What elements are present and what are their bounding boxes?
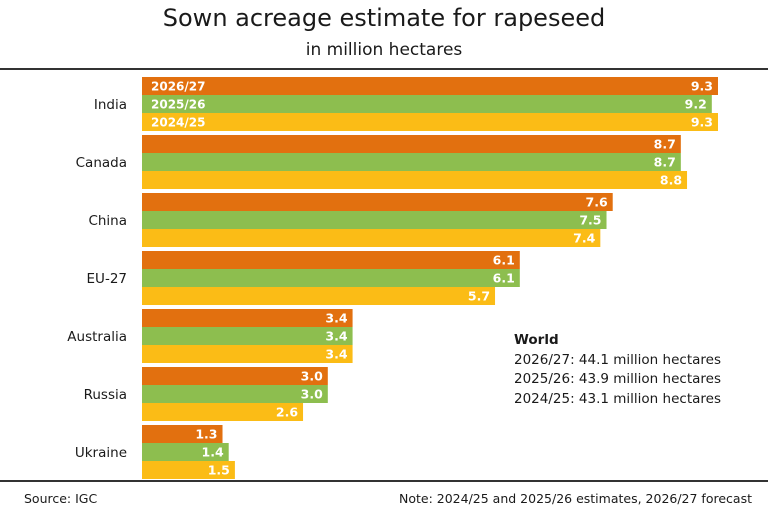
bar xyxy=(142,77,718,95)
data-label: 6.1 xyxy=(493,271,515,286)
bar xyxy=(142,443,229,461)
data-label: 8.7 xyxy=(654,155,676,170)
category-label: Russia xyxy=(84,387,127,403)
footnote: Note: 2024/25 and 2025/26 estimates, 202… xyxy=(399,491,752,506)
source-note: Source: IGC xyxy=(24,491,98,506)
category-label: Ukraine xyxy=(75,445,127,461)
data-label: 1.5 xyxy=(208,463,230,478)
bar xyxy=(142,211,607,229)
bar xyxy=(142,251,520,269)
chart-title: Sown acreage estimate for rapeseed xyxy=(162,4,606,32)
data-label: 2.6 xyxy=(276,405,298,420)
world-totals: World 2026/27: 44.1 million hectares 202… xyxy=(514,331,721,409)
category-label: China xyxy=(88,213,127,229)
bar xyxy=(142,135,681,153)
chart-subtitle: in million hectares xyxy=(305,40,463,60)
data-label: 9.2 xyxy=(685,97,707,112)
category-label: Australia xyxy=(67,329,127,345)
bar xyxy=(142,229,601,247)
data-label: 7.5 xyxy=(579,213,601,228)
data-label: 7.6 xyxy=(586,195,608,210)
data-label: 5.7 xyxy=(468,289,490,304)
data-label: 6.1 xyxy=(493,253,515,268)
category-label: India xyxy=(94,97,127,113)
bar xyxy=(142,309,353,327)
data-label: 8.7 xyxy=(654,137,676,152)
data-label: 9.3 xyxy=(691,115,713,130)
data-label: 3.0 xyxy=(301,369,323,384)
bar xyxy=(142,153,681,171)
world-heading: World xyxy=(514,332,559,348)
legend-label: 2025/26 xyxy=(151,98,205,112)
category-label: Canada xyxy=(76,155,127,171)
bar xyxy=(142,385,328,403)
world-line: 2025/26: 43.9 million hectares xyxy=(514,371,721,387)
top-rule xyxy=(0,68,768,70)
data-label: 3.4 xyxy=(325,311,347,326)
world-line: 2026/27: 44.1 million hectares xyxy=(514,351,721,368)
bar xyxy=(142,461,235,479)
data-label: 3.4 xyxy=(325,329,347,344)
data-label: 9.3 xyxy=(691,79,713,94)
bar xyxy=(142,95,712,113)
data-label: 7.4 xyxy=(573,231,595,246)
bar xyxy=(142,367,328,385)
bar xyxy=(142,113,718,131)
bar xyxy=(142,171,688,189)
bar xyxy=(142,327,353,345)
data-label: 1.3 xyxy=(195,427,217,442)
bottom-rule xyxy=(0,480,768,482)
world-line: 2024/25: 43.1 million hectares xyxy=(514,390,721,407)
data-label: 1.4 xyxy=(202,445,224,460)
data-label: 3.4 xyxy=(325,347,347,362)
bar xyxy=(142,269,520,287)
bar xyxy=(142,193,613,211)
bar xyxy=(142,403,304,421)
legend-label: 2024/25 xyxy=(151,116,205,130)
bar xyxy=(142,287,496,305)
legend-label: 2026/27 xyxy=(151,80,205,94)
data-label: 3.0 xyxy=(301,387,323,402)
bar xyxy=(142,345,353,363)
data-label: 8.8 xyxy=(660,173,682,188)
category-label: EU-27 xyxy=(87,271,127,287)
bar xyxy=(142,425,223,443)
